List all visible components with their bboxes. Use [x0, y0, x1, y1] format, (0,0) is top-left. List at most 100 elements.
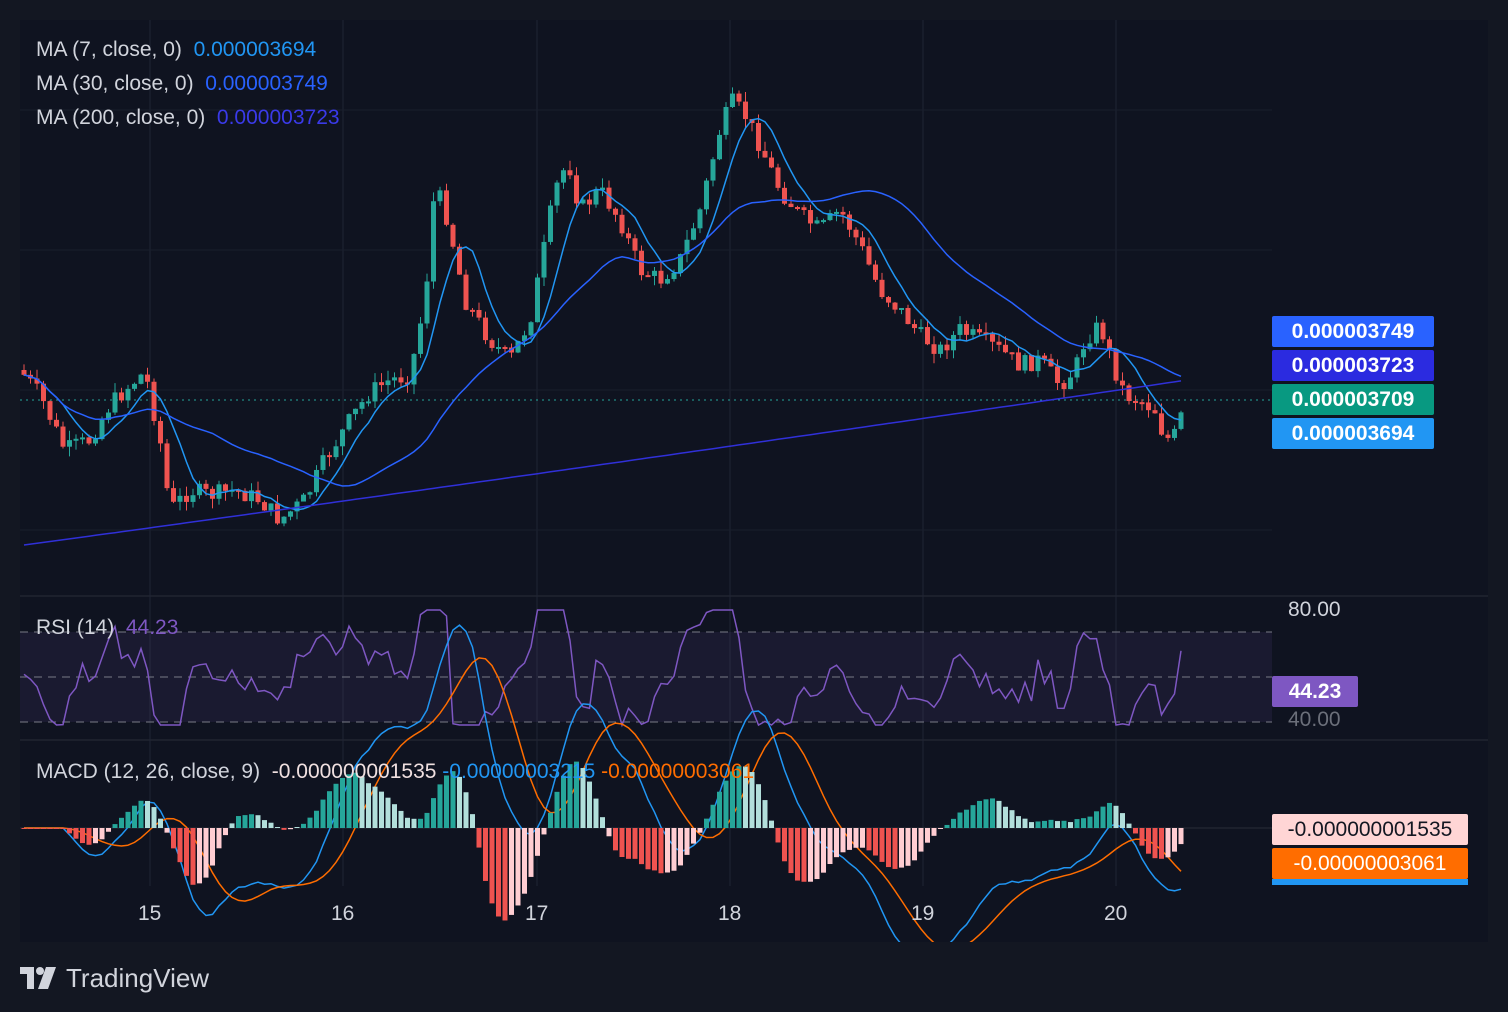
- macd-hist-bar-133: [886, 828, 891, 868]
- candle-body-68: [463, 274, 469, 310]
- macd-hist-bar-19: [145, 800, 150, 828]
- macd-hist-bar-66: [450, 771, 456, 828]
- macd-hist-bar-160: [1061, 820, 1067, 828]
- candle-body-67: [457, 246, 462, 275]
- macd-line: [24, 624, 1182, 942]
- macd-hist-bar-27: [197, 828, 202, 884]
- legend-macd[interactable]: MACD (12, 26, close, 9) -0.000000001535 …: [36, 760, 754, 784]
- macd-hist-bar-96: [645, 828, 651, 870]
- macd-hist-bar-172: [1139, 828, 1145, 846]
- candle-body-134: [892, 302, 898, 310]
- macd-hist-bar-50: [346, 774, 352, 828]
- candle-body-133: [886, 297, 891, 303]
- macd-hist-bar-139: [925, 828, 930, 843]
- legend-rsi[interactable]: RSI (14) 44.23: [36, 616, 178, 640]
- candle-body-42: [294, 501, 300, 512]
- candle-body-106: [710, 159, 716, 181]
- macd-hist-bar-164: [1087, 816, 1093, 828]
- candle-body-157: [1042, 355, 1047, 359]
- macd-hist-bar-137: [912, 828, 917, 861]
- candle-body-23: [171, 488, 176, 502]
- candle-body-13: [106, 412, 111, 420]
- macd-hist-bar-104: [697, 828, 703, 833]
- candle-body-51: [353, 408, 358, 415]
- macd-hist-bar-43: [301, 823, 306, 828]
- macd-hist-bar-173: [1146, 828, 1151, 854]
- macd-hist-bar-22: [164, 828, 170, 833]
- grid-lines: [20, 20, 1488, 886]
- macd-hist-bar-94: [632, 828, 638, 859]
- macd-hist-bar-69: [470, 814, 475, 828]
- macd-hist-bar-36: [255, 815, 261, 828]
- candle-body-81: [548, 205, 553, 242]
- ma30-line: [23, 190, 1182, 487]
- macd-hist-bar-156: [1035, 821, 1041, 828]
- candle-body-16: [125, 388, 131, 401]
- candle-body-132: [879, 279, 885, 298]
- candle-body-111: [743, 101, 748, 120]
- candle-body-5: [54, 419, 59, 427]
- candle-body-4: [47, 401, 53, 420]
- candle-body-7: [67, 440, 72, 447]
- macd-hist-bar-30: [216, 828, 222, 849]
- price-badge-ma200: 0.000003723: [1272, 350, 1434, 381]
- legend-ma7[interactable]: MA (7, close, 0) 0.000003694: [36, 38, 316, 62]
- macd-hist-bar-111: [743, 766, 748, 828]
- macd-hist-bar-49: [340, 777, 345, 828]
- candle-body-135: [899, 307, 904, 310]
- candle-body-136: [905, 307, 911, 325]
- chart-canvas[interactable]: [20, 20, 1488, 942]
- candle-body-58: [398, 377, 404, 383]
- candle-body-95: [639, 250, 644, 276]
- candle-body-27: [197, 483, 202, 496]
- chart-frame[interactable]: MA (7, close, 0) 0.000003694 MA (30, clo…: [20, 20, 1488, 942]
- macd-hist-bar-76: [515, 828, 521, 906]
- macd-hist-bar-125: [834, 828, 839, 858]
- legend-ma30-value: 0.000003749: [205, 72, 328, 95]
- macd-hist-bar-54: [372, 786, 378, 828]
- candle-body-11: [93, 439, 98, 444]
- candle-body-82: [554, 182, 560, 206]
- candle-body-170: [1126, 385, 1132, 402]
- macd-hist-bar-162: [1074, 819, 1080, 828]
- candle-body-150: [996, 341, 1002, 345]
- candle-body-168: [1113, 348, 1119, 381]
- tradingview-brand[interactable]: TradingView: [20, 958, 209, 998]
- macd-hist-bar-89: [600, 817, 605, 828]
- candle-body-64: [437, 190, 443, 202]
- macd-hist-bar-93: [626, 828, 631, 859]
- candle-body-37: [262, 502, 267, 511]
- candle-body-166: [1100, 322, 1106, 340]
- candle-body-18: [138, 374, 144, 384]
- candle-body-152: [1009, 352, 1015, 355]
- candle-body-140: [931, 344, 937, 354]
- legend-ma200[interactable]: MA (200, close, 0) 0.000003723: [36, 106, 340, 130]
- candle-body-173: [1146, 402, 1151, 411]
- candle-body-24: [177, 495, 183, 502]
- legend-macd-macd: -0.00000003215: [442, 760, 596, 783]
- macd-hist-bar-35: [249, 814, 254, 828]
- legend-macd-hist: -0.000000001535: [271, 760, 437, 783]
- candle-body-87: [587, 199, 592, 205]
- macd-hist-bar-152: [1009, 810, 1015, 828]
- candle-body-174: [1152, 410, 1158, 414]
- macd-hist-bar-177: [1172, 828, 1177, 852]
- ma7-line: [23, 117, 1182, 511]
- macd-hist-bar-85: [574, 761, 579, 828]
- macd-hist-bar-144: [957, 812, 963, 828]
- candle-body-120: [801, 207, 807, 211]
- candle-body-101: [678, 254, 683, 273]
- candle-body-55: [379, 382, 384, 386]
- price-badge-last: 0.000003709: [1272, 384, 1434, 415]
- candle-body-47: [327, 455, 332, 458]
- macd-hist-bar-100: [671, 828, 677, 871]
- macd-hist-bar-147: [977, 800, 982, 828]
- macd-hist-bar-12: [99, 828, 105, 840]
- macd-hist-bar-120: [801, 828, 807, 882]
- legend-ma30[interactable]: MA (30, close, 0) 0.000003749: [36, 72, 328, 96]
- macd-hist-bar-2: [34, 828, 40, 829]
- candle-body-38: [268, 503, 274, 511]
- macd-badge-hist: -0.000000001535: [1272, 814, 1468, 845]
- macd-hist-bar-11: [93, 828, 98, 844]
- macd-hist-bar-73: [496, 828, 501, 917]
